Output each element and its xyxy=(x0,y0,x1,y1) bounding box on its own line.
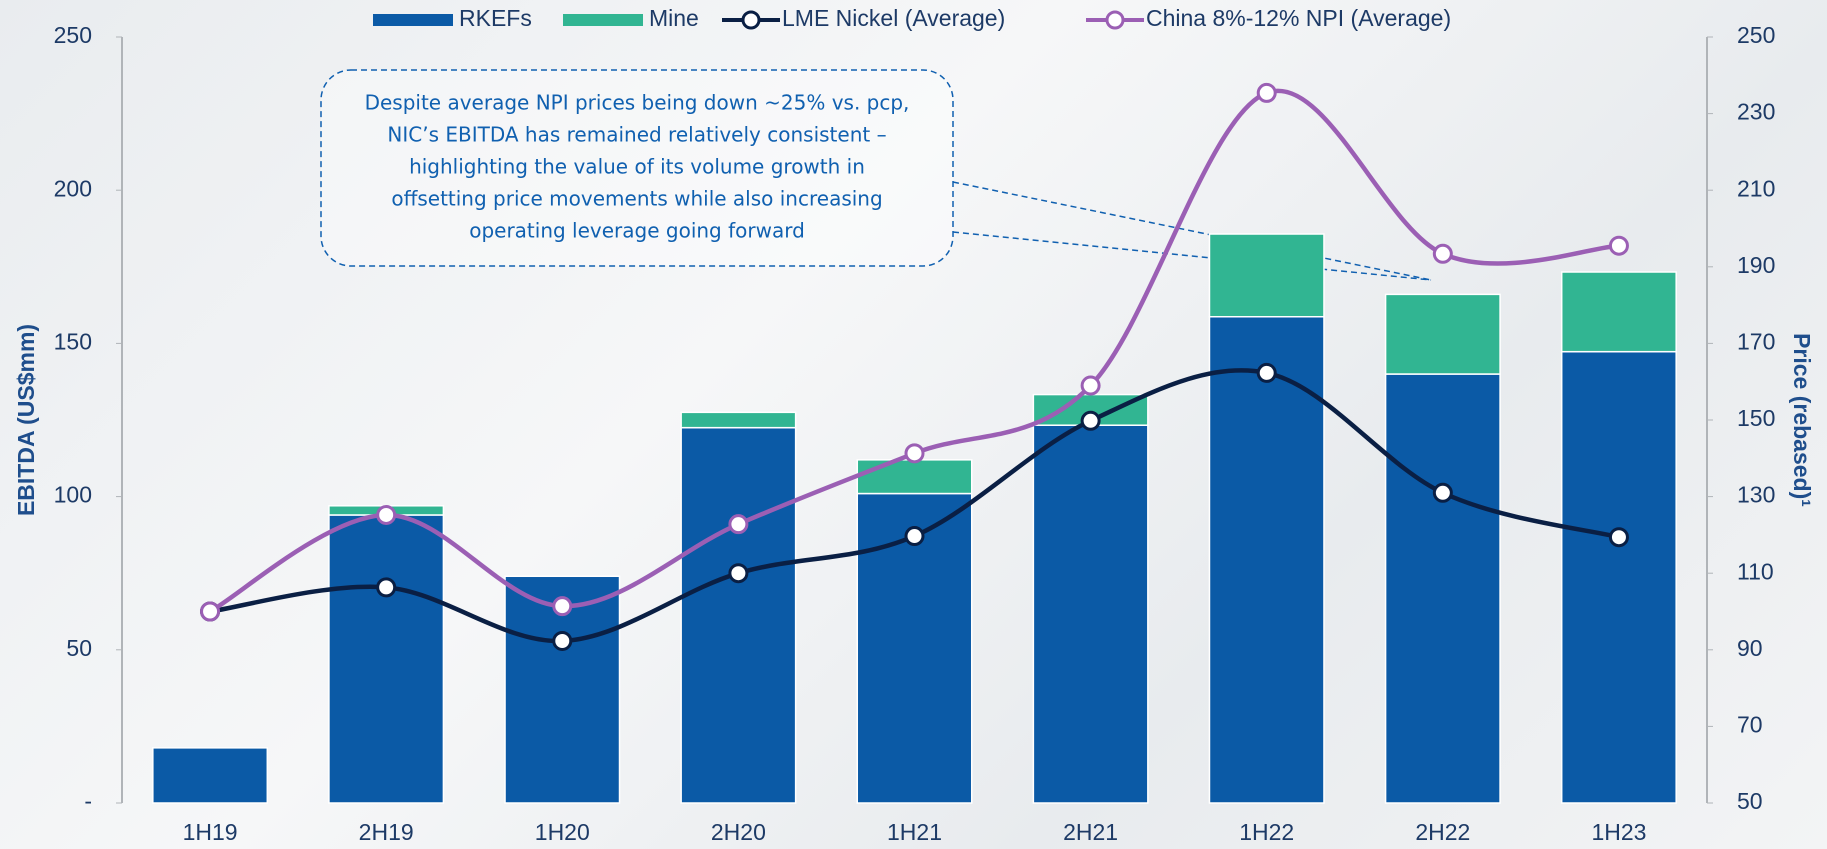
annotation-text: operating leverage going forward xyxy=(469,219,805,243)
line-marker xyxy=(552,630,573,651)
legend-swatch xyxy=(563,14,643,26)
y2-tick-label: 90 xyxy=(1737,635,1763,661)
legend-swatch xyxy=(1105,10,1125,30)
x-tick-label: 2H21 xyxy=(1063,819,1118,845)
y-tick-label: 150 xyxy=(54,328,92,354)
bar-segment xyxy=(1560,271,1677,353)
bar-segment xyxy=(328,514,445,804)
x-tick-label: 1H21 xyxy=(887,819,942,845)
legend-label: LME Nickel (Average) xyxy=(782,5,1005,31)
bar-segment xyxy=(1208,233,1325,318)
y-tick-label: 50 xyxy=(66,635,92,661)
annotation-text: NIC’s EBITDA has remained relatively con… xyxy=(387,123,886,147)
line-marker xyxy=(904,526,925,547)
line-marker xyxy=(1432,482,1453,503)
y2-tick-label: 170 xyxy=(1737,328,1775,354)
annotation-text: Despite average NPI prices being down ~2… xyxy=(365,91,910,115)
x-tick-label: 2H19 xyxy=(359,819,414,845)
annotation-text: highlighting the value of its volume gro… xyxy=(409,155,865,179)
x-tick-label: 1H23 xyxy=(1591,819,1646,845)
y-tick-label: - xyxy=(84,788,92,814)
y2-tick-label: 230 xyxy=(1737,99,1775,125)
annotation-pointer xyxy=(952,181,1432,281)
y2-tick-label: 250 xyxy=(1737,22,1775,48)
y2-tick-label: 130 xyxy=(1737,482,1775,508)
line-marker xyxy=(1256,362,1277,383)
bar-segment xyxy=(680,411,797,429)
bar-segment xyxy=(1384,293,1501,375)
legend-label: China 8%-12% NPI (Average) xyxy=(1146,5,1451,31)
line-marker xyxy=(1256,82,1277,103)
line-marker xyxy=(200,601,221,622)
x-tick-label: 2H22 xyxy=(1415,819,1470,845)
y2-axis-label: Price (rebased)¹ xyxy=(1789,333,1815,507)
x-tick-label: 1H19 xyxy=(183,819,238,845)
bar-segment xyxy=(152,747,269,804)
annotation-text: offsetting price movements while also in… xyxy=(391,187,882,211)
legend-swatch xyxy=(373,14,453,26)
line-marker xyxy=(1608,235,1629,256)
bar-segment xyxy=(1560,350,1677,804)
line-marker xyxy=(552,596,573,617)
bar-segment xyxy=(1032,424,1149,804)
line-series xyxy=(208,88,1620,614)
y2-tick-label: 210 xyxy=(1737,175,1775,201)
y2-tick-label: 70 xyxy=(1737,711,1763,737)
annotation-pointer xyxy=(952,231,1432,281)
line-marker xyxy=(1432,243,1453,264)
y-tick-label: 200 xyxy=(54,175,92,201)
annotation-box xyxy=(320,69,954,267)
line-marker xyxy=(728,514,749,535)
line-marker xyxy=(1080,375,1101,396)
line-marker xyxy=(1608,527,1629,548)
y2-tick-label: 50 xyxy=(1737,788,1763,814)
x-tick-label: 1H22 xyxy=(1239,819,1294,845)
y2-tick-label: 110 xyxy=(1737,558,1774,584)
legend-label: Mine xyxy=(649,5,699,31)
legend-label: RKEFs xyxy=(459,5,532,31)
legend-swatch xyxy=(741,10,761,30)
y-axis-label: EBITDA (US$mm) xyxy=(13,324,39,516)
line-marker xyxy=(904,443,925,464)
bar-segment xyxy=(856,459,973,495)
line-marker xyxy=(728,563,749,584)
line-marker xyxy=(1080,410,1101,431)
y-tick-label: 100 xyxy=(54,482,92,508)
bar-segment xyxy=(680,426,797,804)
y-tick-label: 250 xyxy=(54,22,92,48)
y2-tick-label: 150 xyxy=(1737,405,1775,431)
line-marker xyxy=(376,577,397,598)
x-tick-label: 2H20 xyxy=(711,819,766,845)
y2-tick-label: 190 xyxy=(1737,252,1775,278)
bar-segment xyxy=(1208,315,1325,804)
x-tick-label: 1H20 xyxy=(535,819,590,845)
bar-segment xyxy=(1384,373,1501,804)
line-marker xyxy=(376,504,397,525)
